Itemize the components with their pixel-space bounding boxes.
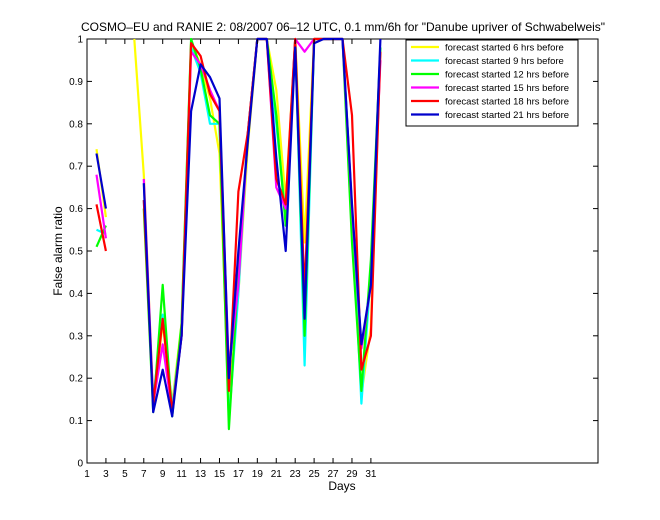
legend-label: forecast started 18 hrs before bbox=[445, 97, 569, 108]
x-tick-label: 23 bbox=[290, 469, 302, 480]
x-tick-label: 11 bbox=[176, 469, 187, 480]
x-axis-label: Days bbox=[328, 479, 355, 493]
x-tick-label: 15 bbox=[214, 469, 226, 480]
y-tick-label: 0.7 bbox=[69, 162, 83, 173]
x-tick-label: 27 bbox=[327, 469, 339, 480]
ticks-layer: 1 3 5 7 9 11 13 15 17 19 21 23 25 27 29 3100.10.20.30.4… bbox=[69, 35, 598, 480]
x-tick-label: 29 bbox=[346, 469, 358, 480]
x-tick-label: 19 bbox=[252, 469, 264, 480]
y-tick-label: 0.5 bbox=[69, 247, 83, 258]
x-tick-label: 5 bbox=[122, 469, 128, 480]
y-tick-label: 1 bbox=[77, 35, 83, 46]
y-tick-label: 0.3 bbox=[69, 331, 83, 342]
x-tick-label: 25 bbox=[309, 469, 321, 480]
legend-label: forecast started 9 hrs before bbox=[445, 56, 564, 67]
legend-label: forecast started 12 hrs before bbox=[445, 70, 569, 81]
y-tick-label: 0.2 bbox=[69, 374, 83, 385]
y-tick-label: 0 bbox=[77, 459, 83, 470]
legend: forecast started 6 hrs before forecast st… bbox=[405, 39, 579, 127]
y-tick-label: 0.6 bbox=[69, 204, 83, 215]
x-tick-label: 17 bbox=[233, 469, 245, 480]
legend-label: forecast started 6 hrs before bbox=[445, 43, 564, 54]
series-6 bbox=[95, 37, 382, 418]
series-line bbox=[95, 153, 107, 209]
legend-entries: forecast started 6 hrs before forecast st… bbox=[411, 43, 569, 121]
y-tick-label: 0.8 bbox=[69, 119, 83, 130]
series-line bbox=[95, 204, 107, 252]
x-tick-label: 13 bbox=[195, 469, 207, 480]
x-tick-label: 3 bbox=[103, 469, 109, 480]
series-line bbox=[95, 174, 107, 239]
y-tick-label: 0.4 bbox=[69, 289, 83, 300]
y-tick-label: 0.9 bbox=[69, 77, 83, 88]
x-tick-label: 7 bbox=[141, 469, 147, 480]
legend-box bbox=[405, 39, 579, 127]
x-tick-label: 9 bbox=[160, 469, 166, 480]
y-tick-label: 0.1 bbox=[69, 416, 83, 427]
x-tick-label: 1 bbox=[84, 469, 90, 480]
legend-label: forecast started 15 hrs before bbox=[445, 83, 569, 94]
x-tick-label: 31 bbox=[365, 469, 377, 480]
x-tick-label: 21 bbox=[271, 469, 283, 480]
series-layer bbox=[95, 37, 382, 431]
y-axis-label: False alarm ratio bbox=[51, 206, 65, 296]
series-line bbox=[142, 37, 382, 418]
legend-label: forecast started 21 hrs before bbox=[445, 110, 569, 121]
chart-title: COSMO–EU and RANIE 2: 08/2007 06–12 UTC,… bbox=[81, 20, 605, 34]
